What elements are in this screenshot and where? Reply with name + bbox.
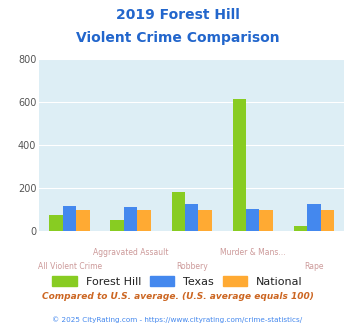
Bar	[260, 210, 273, 231]
Bar	[321, 210, 334, 231]
Text: Murder & Mans...: Murder & Mans...	[220, 248, 285, 257]
Bar	[307, 204, 321, 231]
Bar	[233, 99, 246, 231]
Text: Violent Crime Comparison: Violent Crime Comparison	[76, 31, 279, 45]
Bar	[76, 210, 90, 231]
Text: Rape: Rape	[304, 262, 323, 271]
Text: © 2025 CityRating.com - https://www.cityrating.com/crime-statistics/: © 2025 CityRating.com - https://www.city…	[53, 317, 302, 323]
Text: Compared to U.S. average. (U.S. average equals 100): Compared to U.S. average. (U.S. average …	[42, 292, 313, 301]
Bar	[63, 206, 76, 231]
Text: Robbery: Robbery	[176, 262, 208, 271]
Legend: Forest Hill, Texas, National: Forest Hill, Texas, National	[48, 271, 307, 291]
Text: Aggravated Assault: Aggravated Assault	[93, 248, 168, 257]
Text: All Violent Crime: All Violent Crime	[38, 262, 102, 271]
Bar	[294, 226, 307, 231]
Bar	[124, 207, 137, 231]
Bar	[198, 210, 212, 231]
Bar	[246, 209, 260, 231]
Bar	[110, 220, 124, 231]
Text: 2019 Forest Hill: 2019 Forest Hill	[116, 8, 239, 22]
Bar	[49, 215, 63, 231]
Bar	[171, 192, 185, 231]
Bar	[137, 210, 151, 231]
Bar	[185, 204, 198, 231]
